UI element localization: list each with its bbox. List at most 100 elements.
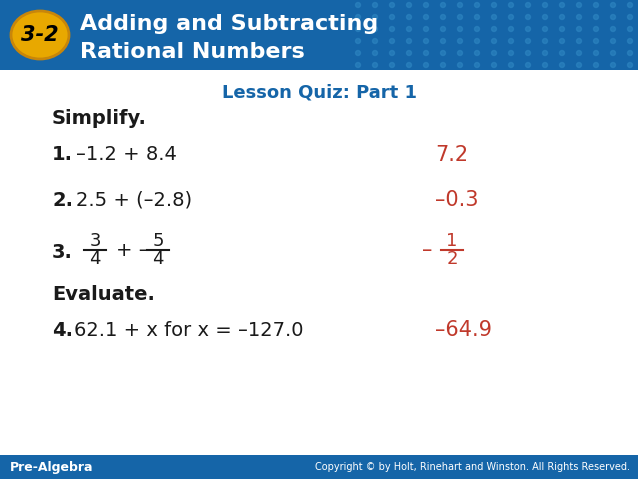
- Circle shape: [560, 38, 565, 44]
- Circle shape: [424, 14, 429, 20]
- Circle shape: [611, 38, 616, 44]
- Text: –: –: [422, 240, 433, 260]
- Circle shape: [542, 14, 547, 20]
- Circle shape: [475, 26, 480, 32]
- Circle shape: [593, 2, 598, 8]
- Circle shape: [457, 50, 463, 56]
- Circle shape: [628, 50, 632, 56]
- Circle shape: [611, 14, 616, 20]
- Circle shape: [475, 38, 480, 44]
- Circle shape: [508, 14, 514, 20]
- Circle shape: [424, 62, 429, 68]
- Circle shape: [406, 26, 412, 32]
- Circle shape: [491, 2, 496, 8]
- Circle shape: [526, 38, 531, 44]
- Circle shape: [628, 26, 632, 32]
- Circle shape: [526, 26, 531, 32]
- Ellipse shape: [11, 11, 69, 59]
- Circle shape: [508, 38, 514, 44]
- Text: Copyright © by Holt, Rinehart and Winston. All Rights Reserved.: Copyright © by Holt, Rinehart and Winsto…: [315, 462, 630, 472]
- Text: Simplify.: Simplify.: [52, 109, 147, 127]
- Text: 2.: 2.: [52, 191, 73, 209]
- Circle shape: [491, 38, 496, 44]
- Circle shape: [593, 26, 598, 32]
- Circle shape: [560, 14, 565, 20]
- Circle shape: [440, 14, 445, 20]
- Circle shape: [406, 14, 412, 20]
- Text: Lesson Quiz: Part 1: Lesson Quiz: Part 1: [221, 83, 417, 101]
- Circle shape: [628, 38, 632, 44]
- Circle shape: [440, 38, 445, 44]
- Circle shape: [611, 2, 616, 8]
- Text: 4.: 4.: [52, 320, 73, 340]
- Circle shape: [355, 62, 360, 68]
- Bar: [0, 455, 638, 479]
- Circle shape: [577, 38, 581, 44]
- Circle shape: [577, 62, 581, 68]
- Text: 4: 4: [152, 250, 164, 268]
- Circle shape: [390, 62, 394, 68]
- Circle shape: [526, 14, 531, 20]
- Circle shape: [508, 62, 514, 68]
- Text: 62.1 + x for x = –127.0: 62.1 + x for x = –127.0: [74, 320, 304, 340]
- Text: Rational Numbers: Rational Numbers: [80, 42, 305, 62]
- Circle shape: [475, 14, 480, 20]
- Circle shape: [373, 50, 378, 56]
- Text: 1: 1: [447, 232, 457, 250]
- Circle shape: [390, 26, 394, 32]
- Circle shape: [628, 62, 632, 68]
- Circle shape: [508, 50, 514, 56]
- Text: 7.2: 7.2: [435, 145, 468, 165]
- Text: 5: 5: [152, 232, 164, 250]
- Circle shape: [390, 38, 394, 44]
- Circle shape: [508, 26, 514, 32]
- Circle shape: [491, 26, 496, 32]
- Circle shape: [491, 14, 496, 20]
- Circle shape: [406, 50, 412, 56]
- Text: + –: + –: [116, 240, 149, 260]
- Circle shape: [526, 2, 531, 8]
- Circle shape: [611, 50, 616, 56]
- Circle shape: [355, 14, 360, 20]
- Circle shape: [611, 26, 616, 32]
- Text: 3-2: 3-2: [21, 25, 59, 45]
- Circle shape: [424, 50, 429, 56]
- Circle shape: [526, 50, 531, 56]
- Text: 1.: 1.: [52, 146, 73, 164]
- Circle shape: [542, 26, 547, 32]
- Circle shape: [560, 62, 565, 68]
- Circle shape: [560, 2, 565, 8]
- Circle shape: [440, 26, 445, 32]
- Circle shape: [577, 2, 581, 8]
- Text: Adding and Subtracting: Adding and Subtracting: [80, 14, 378, 34]
- Circle shape: [593, 62, 598, 68]
- Circle shape: [373, 14, 378, 20]
- Circle shape: [560, 26, 565, 32]
- Circle shape: [508, 2, 514, 8]
- Circle shape: [593, 38, 598, 44]
- Circle shape: [542, 50, 547, 56]
- Circle shape: [406, 62, 412, 68]
- Circle shape: [526, 62, 531, 68]
- Circle shape: [373, 26, 378, 32]
- Circle shape: [628, 2, 632, 8]
- Circle shape: [390, 2, 394, 8]
- Circle shape: [424, 2, 429, 8]
- Circle shape: [440, 2, 445, 8]
- Circle shape: [390, 14, 394, 20]
- Circle shape: [406, 38, 412, 44]
- Circle shape: [577, 14, 581, 20]
- Circle shape: [457, 2, 463, 8]
- Circle shape: [491, 62, 496, 68]
- Circle shape: [355, 26, 360, 32]
- Text: 4: 4: [89, 250, 101, 268]
- Circle shape: [373, 38, 378, 44]
- Text: –0.3: –0.3: [435, 190, 478, 210]
- Circle shape: [373, 2, 378, 8]
- Circle shape: [542, 2, 547, 8]
- Circle shape: [440, 62, 445, 68]
- Text: Evaluate.: Evaluate.: [52, 285, 155, 305]
- Circle shape: [542, 38, 547, 44]
- Circle shape: [355, 50, 360, 56]
- Circle shape: [457, 14, 463, 20]
